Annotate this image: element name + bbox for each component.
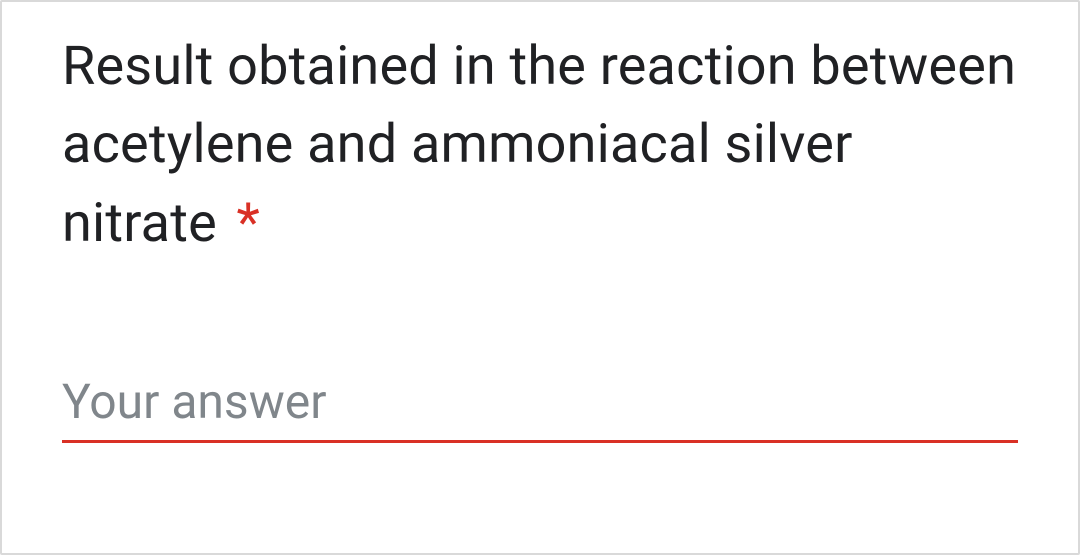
form-question-card: Result obtained in the reaction between … [0, 0, 1080, 555]
required-asterisk: * [237, 192, 260, 255]
answer-input[interactable] [62, 373, 1018, 436]
answer-field-wrap [62, 373, 1018, 443]
answer-underline [62, 440, 1018, 443]
question-text-block: Result obtained in the reaction between … [62, 28, 1018, 263]
question-text: Result obtained in the reaction between … [62, 35, 1016, 255]
